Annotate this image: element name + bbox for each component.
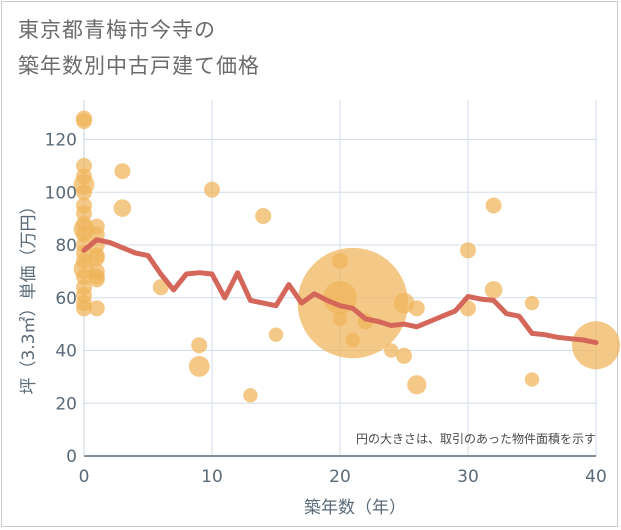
x-tick-label: 10: [201, 467, 223, 487]
y-axis-title: 坪（3.3㎡）単価（万円）: [19, 197, 39, 394]
y-tick-label: 40: [55, 342, 77, 362]
data-point: [384, 343, 399, 358]
y-tick-label: 20: [55, 394, 77, 414]
x-axis-ticks: 0 10 20 30 40: [79, 467, 607, 487]
data-point: [408, 300, 425, 317]
y-tick-label: 100: [45, 183, 77, 203]
data-point: [484, 281, 503, 299]
data-point: [297, 247, 408, 359]
trend-line: [81, 237, 599, 346]
grid-lines: [83, 100, 597, 457]
data-point: [191, 337, 208, 354]
data-point: [396, 347, 412, 364]
chart-title: 東京都青梅市今寺の 築年数別中古戸建て価格: [18, 12, 260, 84]
data-point: [76, 113, 92, 130]
data-point: [152, 279, 169, 296]
chart-title-line-1: 東京都青梅市今寺の: [18, 18, 216, 42]
data-point: [88, 271, 105, 288]
y-tick-label: 0: [66, 447, 77, 467]
data-point: [255, 208, 272, 225]
bubble-series: [73, 110, 620, 403]
data-point: [524, 295, 540, 311]
chart-title-line-2: 築年数別中古戸建て価格: [18, 54, 260, 78]
y-tick-label: 120: [45, 131, 77, 151]
data-point: [572, 321, 620, 370]
data-point: [460, 242, 476, 259]
x-axis-title: 築年数（年）: [304, 498, 406, 518]
data-point: [88, 300, 105, 317]
y-tick-label: 60: [55, 289, 77, 309]
data-point: [76, 184, 92, 201]
data-point: [88, 250, 105, 267]
data-point: [204, 181, 220, 198]
data-point: [524, 372, 540, 387]
data-point: [485, 197, 502, 214]
trend-line-group: [81, 237, 599, 346]
data-point: [345, 332, 360, 348]
data-point: [76, 300, 92, 317]
data-point: [268, 327, 284, 342]
data-point: [113, 199, 132, 217]
x-tick-label: 20: [329, 467, 351, 487]
size-legend-note: 円の大きさは、取引のあった物件面積を示す: [356, 431, 596, 446]
data-point: [188, 355, 210, 377]
data-point: [407, 375, 427, 395]
x-tick-label: 40: [585, 467, 607, 487]
data-point: [114, 163, 131, 180]
data-point: [243, 388, 258, 403]
x-tick-label: 0: [79, 467, 90, 487]
x-tick-label: 30: [457, 467, 479, 487]
y-tick-label: 80: [55, 236, 77, 256]
y-axis-ticks: 0 20 40 60 80 100 120: [45, 131, 77, 467]
